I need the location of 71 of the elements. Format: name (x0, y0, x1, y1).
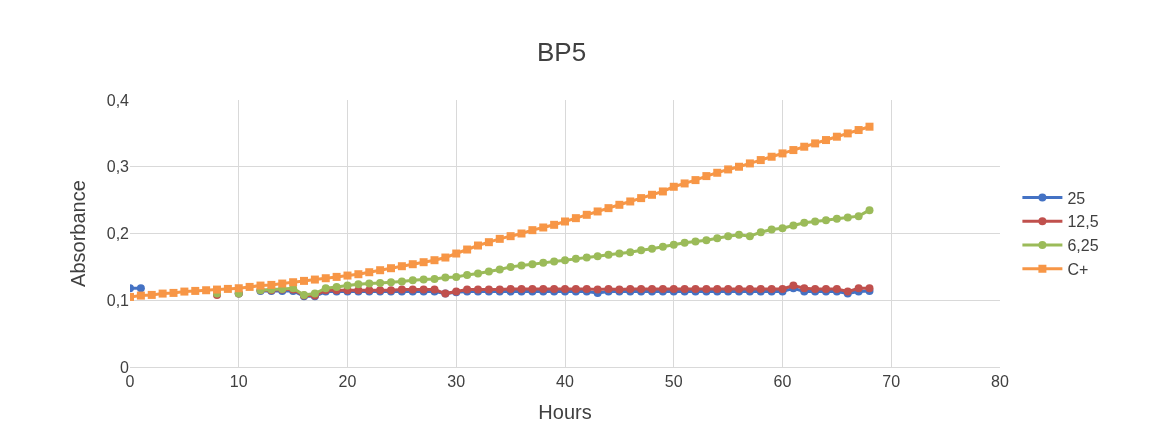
y-tick-label: 0,2 (106, 225, 130, 243)
legend-label: 12,5 (1067, 213, 1099, 231)
y-tick-label: 0,1 (106, 291, 130, 309)
point (571, 254, 580, 263)
x-tick-label: 80 (991, 373, 1009, 391)
y-axis-title: Absorbance (67, 180, 90, 287)
x-tick-label: 70 (882, 373, 901, 391)
point (658, 242, 667, 251)
point (756, 228, 765, 237)
x-tick-label: 60 (773, 373, 792, 391)
point (387, 278, 395, 287)
point (669, 240, 678, 249)
point (550, 257, 559, 266)
point (463, 270, 472, 279)
point (800, 218, 809, 227)
y-tick-label: 0,4 (106, 91, 130, 109)
x-tick-label: 30 (447, 373, 466, 391)
point (343, 281, 352, 290)
point (615, 249, 624, 258)
chart-title: BP5 (537, 37, 587, 68)
point (811, 217, 820, 226)
point (506, 262, 515, 271)
point (593, 252, 602, 261)
point (539, 258, 548, 267)
point (561, 256, 569, 265)
point (735, 230, 743, 239)
point (604, 250, 613, 259)
point (365, 279, 374, 288)
point (517, 261, 526, 270)
legend-label: 25 (1067, 189, 1086, 207)
point (354, 280, 363, 289)
point (854, 212, 863, 221)
point (332, 282, 341, 291)
point (832, 214, 841, 223)
point (680, 238, 689, 247)
point (648, 244, 656, 253)
point (789, 221, 798, 230)
point (408, 276, 417, 285)
point (822, 216, 830, 225)
x-tick-label: 20 (338, 373, 357, 391)
point (637, 246, 646, 255)
point (582, 253, 591, 262)
point (626, 248, 635, 257)
point (474, 269, 482, 278)
point (136, 284, 145, 293)
point (691, 237, 700, 246)
y-tick-label: 0,3 (106, 158, 130, 176)
x-axis-title: Hours (538, 400, 592, 423)
point (724, 232, 733, 241)
point (452, 272, 461, 281)
point (419, 275, 428, 284)
x-tick-label: 50 (664, 373, 683, 391)
point (376, 278, 385, 287)
point (441, 273, 450, 282)
legend-label: C+ (1067, 261, 1089, 279)
legend-label: 6,25 (1067, 237, 1099, 255)
y-tick-label: 0 (120, 358, 130, 376)
point (528, 260, 537, 269)
point (702, 236, 711, 245)
point (397, 277, 406, 286)
point (713, 234, 722, 243)
point (865, 206, 874, 215)
point (767, 225, 776, 234)
point (843, 213, 852, 222)
point (778, 224, 787, 233)
point (495, 265, 504, 274)
x-tick-label: 40 (556, 373, 574, 391)
point (745, 232, 754, 241)
x-tick-label: 10 (229, 373, 248, 391)
point (430, 274, 439, 283)
point (484, 267, 493, 276)
